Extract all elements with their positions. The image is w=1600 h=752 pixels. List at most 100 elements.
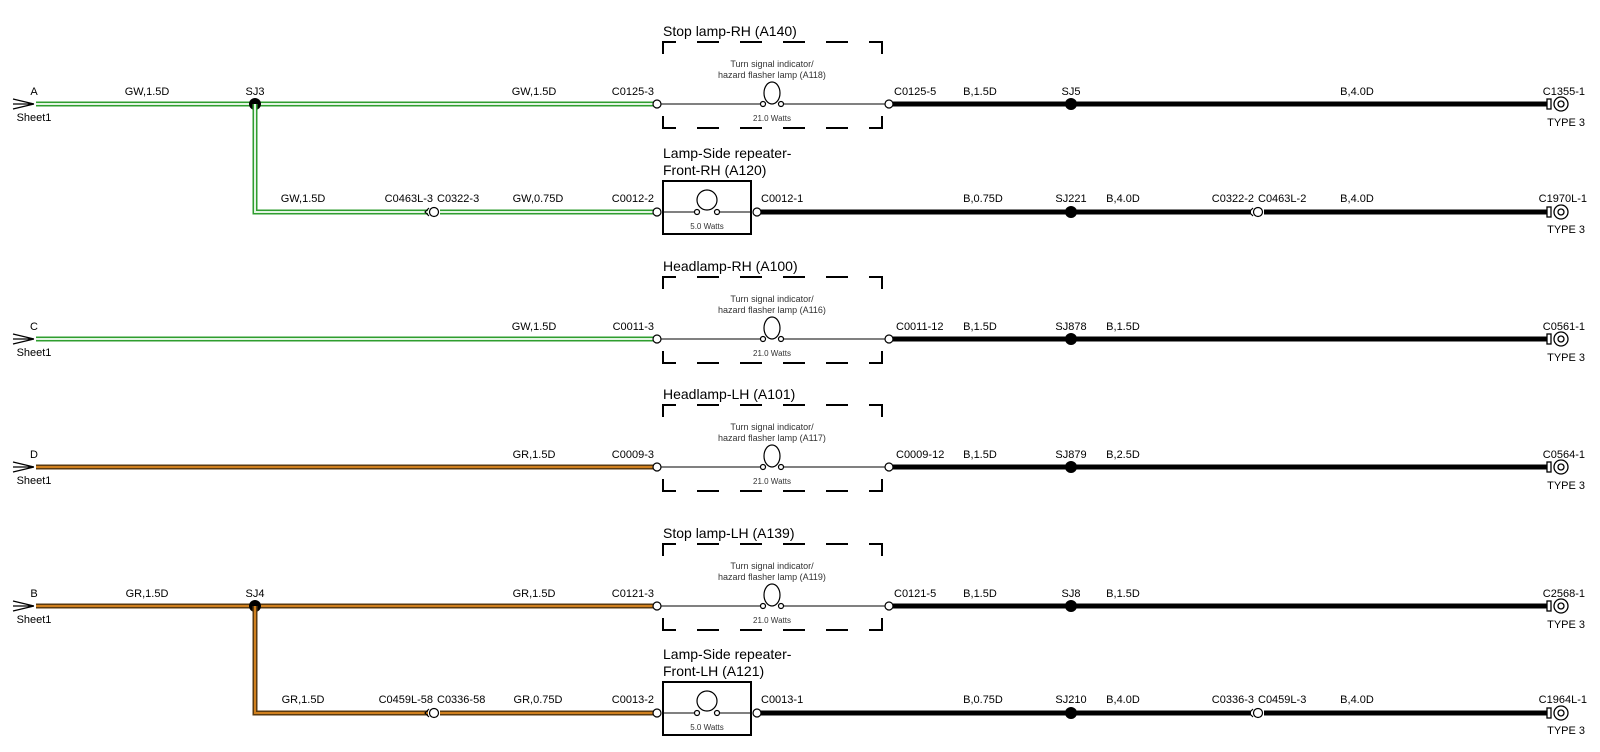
circuit-side-repeater-lh: Lamp-Side repeater- Front-LH (A121) 5.0 … bbox=[252, 606, 1587, 737]
terminal-sheet-link[interactable]: Sheet1 bbox=[17, 112, 52, 124]
device-title-line1: Lamp-Side repeater- bbox=[663, 646, 792, 662]
terminal-letter: B bbox=[30, 588, 37, 600]
device-watts: 21.0 Watts bbox=[753, 114, 791, 123]
end-connector-label: C1970L-1 bbox=[1539, 193, 1587, 205]
end-connector-label: C1355-1 bbox=[1543, 86, 1585, 98]
sheet-connector-arrow-icon[interactable] bbox=[12, 333, 35, 345]
wire-gauge-label: B,1.5D bbox=[963, 321, 997, 333]
ground-terminal-icon[interactable] bbox=[1546, 204, 1569, 220]
splice-label: SJ221 bbox=[1055, 193, 1086, 205]
device-watts: 21.0 Watts bbox=[753, 349, 791, 358]
splice-label: SJ5 bbox=[1062, 86, 1081, 98]
terminal-sheet-link[interactable]: Sheet1 bbox=[17, 347, 52, 359]
inline-connector-icon bbox=[1248, 206, 1264, 218]
terminal-sheet-link[interactable]: Sheet1 bbox=[17, 614, 52, 626]
splice-label: SJ878 bbox=[1055, 321, 1086, 333]
splice-label: SJ8 bbox=[1062, 588, 1081, 600]
terminal-letter: C bbox=[30, 321, 38, 333]
connector-pin-icon bbox=[884, 601, 894, 611]
connector-pin-icon bbox=[652, 708, 662, 718]
end-type-label: TYPE 3 bbox=[1547, 352, 1585, 364]
terminal-letter: D bbox=[30, 449, 38, 461]
circuit-stop-lamp-lh: Stop lamp-LH (A139) Turn signal indicato… bbox=[12, 525, 1585, 631]
connector-pin-icon bbox=[752, 708, 762, 718]
connector-pair-label: C0322-2 bbox=[1212, 193, 1254, 205]
connector-label: C0125-3 bbox=[612, 86, 654, 98]
end-type-label: TYPE 3 bbox=[1547, 619, 1585, 631]
device-watts: 5.0 Watts bbox=[690, 723, 724, 732]
device-caption-line2: hazard flasher lamp (A116) bbox=[718, 305, 826, 315]
ground-terminal-icon[interactable] bbox=[1546, 459, 1569, 475]
lamp-bulb-icon bbox=[759, 316, 785, 343]
lamp-bulb-icon bbox=[759, 583, 785, 610]
wire-gauge-label: B,4.0D bbox=[1340, 193, 1374, 205]
splice-node bbox=[1065, 98, 1077, 110]
connector-pin-icon bbox=[884, 334, 894, 344]
lamp-bulb-icon bbox=[759, 81, 785, 108]
connector-pin-icon bbox=[652, 99, 662, 109]
terminal-sheet-link[interactable]: Sheet1 bbox=[17, 475, 52, 487]
connector-pair-label: C0322-3 bbox=[437, 193, 479, 205]
device-watts: 21.0 Watts bbox=[753, 477, 791, 486]
circuit-headlamp-rh: Headlamp-RH (A100) Turn signal indicator… bbox=[12, 258, 1585, 364]
inline-connector-icon bbox=[1248, 707, 1264, 719]
wire-gauge-label: GR,1.5D bbox=[126, 588, 169, 600]
wire-gauge-label: GR,1.5D bbox=[282, 694, 325, 706]
ground-terminal-icon[interactable] bbox=[1546, 598, 1569, 614]
lamp-bulb-icon bbox=[693, 690, 721, 717]
wire-gauge-label: GW,1.5D bbox=[125, 86, 170, 98]
device-title: Stop lamp-RH (A140) bbox=[663, 23, 797, 39]
sheet-connector-arrow-icon[interactable] bbox=[12, 461, 35, 473]
sheet-connector-arrow-icon[interactable] bbox=[12, 98, 35, 110]
wire-gauge-label: B,1.5D bbox=[1106, 321, 1140, 333]
splice-label: SJ879 bbox=[1055, 449, 1086, 461]
connector-label: C0125-5 bbox=[894, 86, 936, 98]
connector-label: C0011-12 bbox=[896, 321, 944, 333]
wire-gauge-label: B,1.5D bbox=[963, 588, 997, 600]
end-connector-label: C0561-1 bbox=[1543, 321, 1585, 333]
connector-pin-icon bbox=[884, 462, 894, 472]
wire-gauge-label: B,4.0D bbox=[1106, 694, 1140, 706]
ground-terminal-icon[interactable] bbox=[1546, 96, 1569, 112]
end-type-label: TYPE 3 bbox=[1547, 725, 1585, 737]
splice-label: SJ3 bbox=[246, 86, 265, 98]
device-dashed-box bbox=[662, 404, 883, 492]
device-dashed-box bbox=[662, 276, 883, 364]
connector-label: C0011-3 bbox=[613, 321, 654, 333]
device-title-line1: Lamp-Side repeater- bbox=[663, 145, 792, 161]
connector-pin-icon bbox=[752, 207, 762, 217]
wire-gauge-label: B,1.5D bbox=[963, 449, 997, 461]
end-type-label: TYPE 3 bbox=[1547, 117, 1585, 129]
device-title-line2: Front-LH (A121) bbox=[663, 663, 764, 679]
device-watts: 5.0 Watts bbox=[690, 222, 724, 231]
connector-pair-label: C0459L-58 bbox=[379, 694, 433, 706]
wire-gauge-label: GR,1.5D bbox=[513, 449, 556, 461]
wire-gauge-label: GW,1.5D bbox=[281, 193, 326, 205]
connector-pair-label: C0336-3 bbox=[1212, 694, 1254, 706]
device-caption-line2: hazard flasher lamp (A119) bbox=[718, 572, 826, 582]
device-dashed-box bbox=[662, 543, 883, 631]
device-dashed-box bbox=[662, 41, 883, 129]
device-caption-line1: Turn signal indicator/ bbox=[730, 561, 814, 571]
sheet-connector-arrow-icon[interactable] bbox=[12, 600, 35, 612]
end-connector-label: C1964L-1 bbox=[1539, 694, 1587, 706]
connector-pair-label: C0336-58 bbox=[437, 694, 485, 706]
splice-label: SJ4 bbox=[246, 588, 265, 600]
device-title: Headlamp-LH (A101) bbox=[663, 386, 795, 402]
lamp-bulb-icon bbox=[759, 444, 785, 471]
ground-terminal-icon[interactable] bbox=[1546, 705, 1569, 721]
connector-label: C0012-1 bbox=[761, 193, 803, 205]
connector-label: C0009-3 bbox=[612, 449, 654, 461]
wire-gauge-label: B,4.0D bbox=[1106, 193, 1140, 205]
wire-gauge-label: GW,1.5D bbox=[512, 86, 557, 98]
inline-connector-icon bbox=[424, 206, 440, 218]
wire-gauge-label: B,4.0D bbox=[1340, 694, 1374, 706]
ground-terminal-icon[interactable] bbox=[1546, 331, 1569, 347]
circuit-side-repeater-rh: Lamp-Side repeater- Front-RH (A120) 5.0 … bbox=[252, 104, 1587, 236]
splice-label: SJ210 bbox=[1055, 694, 1086, 706]
device-caption-line2: hazard flasher lamp (A117) bbox=[718, 433, 826, 443]
end-connector-label: C2568-1 bbox=[1543, 588, 1585, 600]
connector-pin-icon bbox=[652, 207, 662, 217]
connector-label: C0013-2 bbox=[612, 694, 654, 706]
